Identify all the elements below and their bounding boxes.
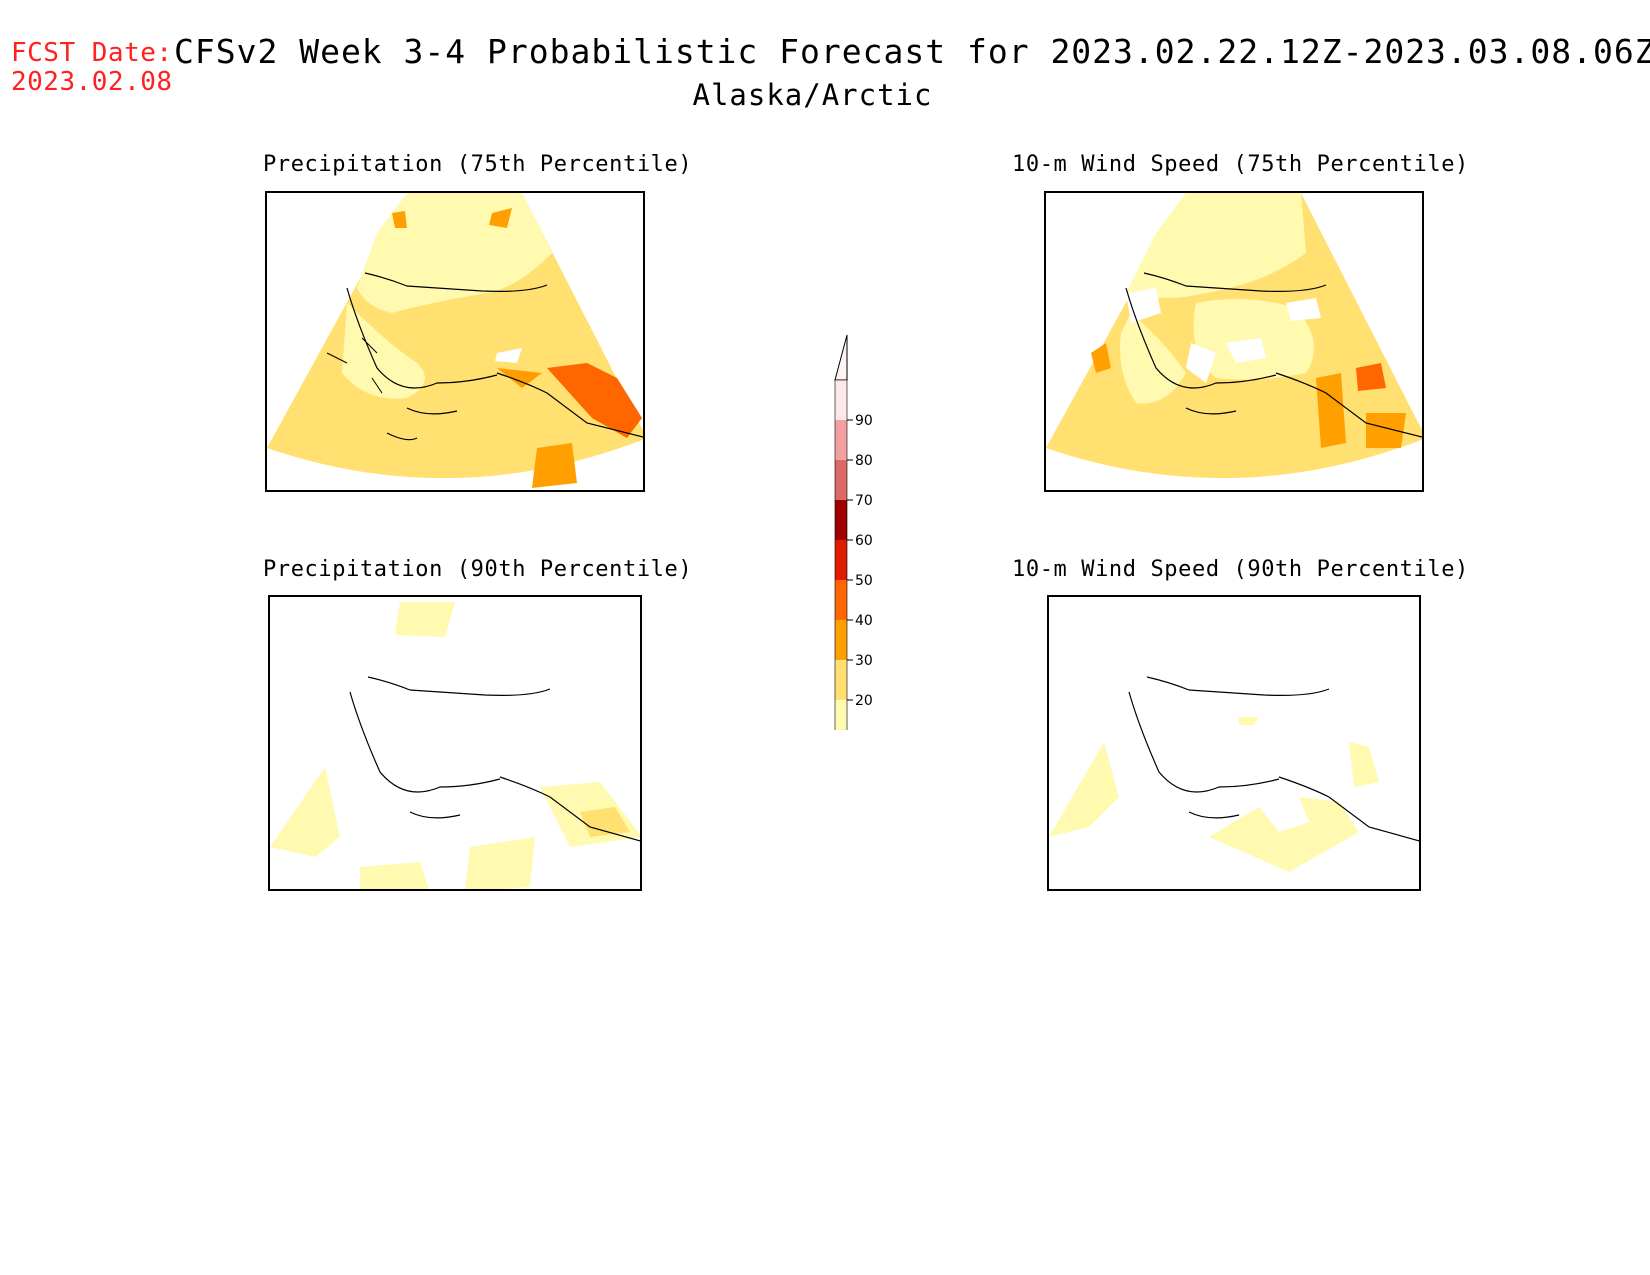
colorbar-label: 90	[855, 413, 873, 429]
colorbar-swatch	[835, 500, 847, 540]
fcst-date: 2023.02.08	[11, 67, 173, 97]
colorbar-swatch	[835, 460, 847, 500]
region-title: Alaska/Arctic	[692, 78, 933, 112]
map-panel-precip-75	[265, 191, 645, 492]
panel-title-wind-75: 10-m Wind Speed (75th Percentile)	[1012, 152, 1469, 177]
colorbar-swatch	[835, 540, 847, 580]
colorbar-swatch	[835, 420, 847, 460]
colorbar-swatch	[835, 380, 847, 420]
colorbar-swatch	[835, 620, 847, 660]
colorbar-swatch	[835, 580, 847, 620]
colorbar: 908070605040302010	[800, 330, 890, 786]
colorbar-label: 40	[855, 613, 873, 629]
map-panel-wind-75	[1044, 191, 1424, 492]
colorbar-label: 80	[855, 453, 873, 469]
colorbar-label: 30	[855, 653, 873, 669]
colorbar-label: 50	[855, 573, 873, 589]
colorbar-swatch	[835, 660, 847, 700]
panel-title-precip-90: Precipitation (90th Percentile)	[263, 557, 693, 582]
map-panel-precip-90	[268, 595, 642, 891]
panel-title-wind-90: 10-m Wind Speed (90th Percentile)	[1012, 557, 1469, 582]
fcst-label: FCST Date:	[11, 38, 173, 68]
colorbar-label: 20	[855, 693, 873, 709]
map-panel-wind-90	[1047, 595, 1421, 891]
colorbar-top-arrow	[834, 334, 848, 381]
panel-title-precip-75: Precipitation (75th Percentile)	[263, 152, 693, 177]
main-title: CFSv2 Week 3-4 Probabilistic Forecast fo…	[174, 32, 1650, 71]
colorbar-label: 70	[855, 493, 873, 509]
colorbar-label: 60	[855, 533, 873, 549]
colorbar-swatch	[835, 700, 847, 740]
